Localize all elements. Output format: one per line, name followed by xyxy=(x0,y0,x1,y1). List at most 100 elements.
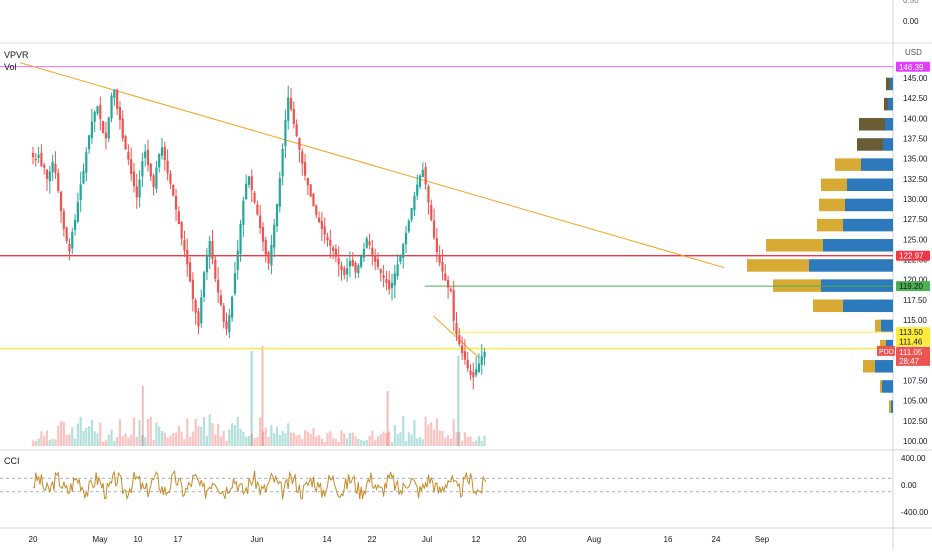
price-tick-label: 102.50 xyxy=(903,417,928,426)
candle-body xyxy=(174,196,178,210)
candle-body xyxy=(76,202,79,222)
volume-bar xyxy=(388,431,391,446)
symbol-badge xyxy=(877,345,895,356)
volume-bar xyxy=(343,433,346,446)
candle-body xyxy=(118,106,122,120)
candle-body xyxy=(107,117,110,139)
candle-body xyxy=(284,119,287,146)
indicator-label-vol[interactable]: Vol xyxy=(4,62,17,72)
volume-bar xyxy=(273,433,276,446)
volume-bar xyxy=(245,436,248,446)
volume-bar xyxy=(379,434,382,446)
candle-body xyxy=(278,178,281,207)
volume-bar xyxy=(368,435,371,446)
volume-bar xyxy=(62,422,65,446)
volume-bar xyxy=(390,441,394,446)
candle-body xyxy=(287,97,290,121)
price-badge-label: 119.20 xyxy=(899,282,923,291)
volume-bar xyxy=(430,422,433,446)
volume-bar xyxy=(334,439,337,446)
volume-bar xyxy=(418,437,422,446)
indicator-label-vpvr[interactable]: VPVR xyxy=(4,50,29,60)
candle-body xyxy=(309,184,312,197)
volume-bar xyxy=(180,431,183,446)
volume-bar xyxy=(435,418,438,446)
candle-body xyxy=(438,254,441,263)
candle-body xyxy=(59,191,63,212)
candle-body xyxy=(306,177,309,186)
price-tick-label: 107.50 xyxy=(903,377,928,386)
volume-bar xyxy=(144,437,147,446)
indicator-label-cci[interactable]: CCI xyxy=(4,456,20,466)
candle-body xyxy=(421,169,424,178)
volume-bar xyxy=(177,425,180,446)
volume-bar xyxy=(200,426,203,446)
candle-body xyxy=(374,255,377,262)
volume-bar xyxy=(96,433,99,446)
candle-body xyxy=(62,211,65,229)
price-tick-label: 125.00 xyxy=(903,235,928,244)
candle-body xyxy=(169,173,172,184)
candle-body xyxy=(334,248,337,258)
volume-bar xyxy=(399,432,402,446)
volume-bar xyxy=(371,430,374,446)
volume-bar xyxy=(267,436,270,446)
volume-bar xyxy=(208,414,211,446)
volume-bar xyxy=(73,438,77,446)
candle-body xyxy=(135,186,138,198)
candle-body xyxy=(85,152,88,173)
vpvr-up-bar xyxy=(766,239,823,252)
volume-bar xyxy=(261,431,265,446)
candle-body xyxy=(90,121,93,138)
price-badge xyxy=(896,346,930,357)
candle-body xyxy=(430,205,433,220)
price-axis: 145.00 142.50 140.00 137.50 135.00 132.50 130.… xyxy=(901,0,929,517)
candle-body xyxy=(146,149,150,166)
cci-tick-label: -400.00 xyxy=(901,508,929,517)
vpvr-down-bar xyxy=(809,259,893,272)
cci-tick-label: 400.00 xyxy=(901,454,926,463)
candle-body xyxy=(228,315,231,333)
candle-body xyxy=(160,147,164,156)
candle-body xyxy=(259,215,262,229)
candle-body xyxy=(326,236,329,241)
volume-layer xyxy=(31,346,486,446)
volume-bar xyxy=(34,441,37,446)
candle-body xyxy=(446,279,450,288)
candle-body xyxy=(152,175,155,187)
vpvr-up-bar xyxy=(813,299,843,313)
candle-body xyxy=(399,255,402,262)
price-badge xyxy=(896,327,930,338)
candle-body xyxy=(264,239,267,255)
candle-body xyxy=(186,249,189,265)
candle-body xyxy=(31,153,35,158)
volume-bar xyxy=(65,434,68,446)
candle-body xyxy=(57,172,60,191)
volume-bar xyxy=(242,431,245,446)
candle-body xyxy=(483,351,486,358)
candle-body xyxy=(410,207,413,220)
candle-body xyxy=(222,305,225,322)
volume-bar xyxy=(326,432,329,446)
volume-bar xyxy=(281,431,284,446)
volume-bar xyxy=(340,430,343,446)
volume-bar xyxy=(104,440,108,446)
volume-bar xyxy=(59,421,63,446)
volume-bar xyxy=(71,427,74,446)
volume-bar xyxy=(31,440,35,446)
candle-body xyxy=(273,224,276,248)
volume-bar xyxy=(289,432,293,446)
volume-bar xyxy=(315,436,318,446)
candle-body xyxy=(113,89,116,98)
vpvr-down-bar xyxy=(861,158,893,171)
volume-bar xyxy=(312,427,315,446)
candle-body xyxy=(404,232,408,245)
candle-body xyxy=(231,296,234,318)
candle-body xyxy=(110,95,113,119)
volume-bar xyxy=(121,436,124,446)
volume-bar xyxy=(354,436,357,446)
price-tick-label: 145.00 xyxy=(903,74,928,83)
volume-bar xyxy=(303,430,307,446)
vpvr-up-bar xyxy=(889,400,891,413)
